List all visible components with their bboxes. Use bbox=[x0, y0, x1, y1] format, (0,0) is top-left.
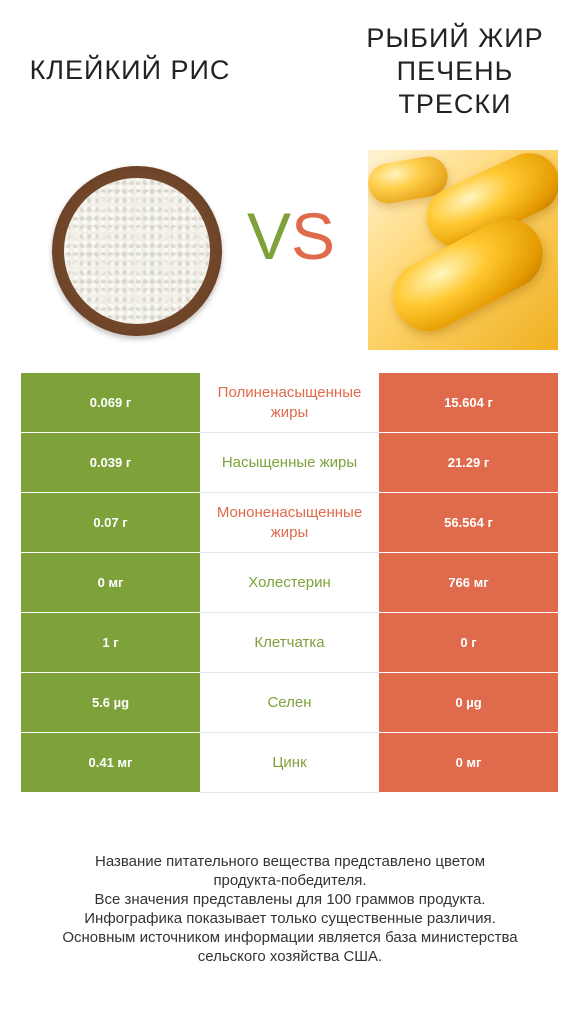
table-row: 0.039 г Насыщенные жиры 21.29 г bbox=[21, 433, 558, 493]
left-value: 0 мг bbox=[21, 553, 200, 612]
nutrient-name: Клетчатка bbox=[254, 633, 325, 651]
right-product-title: РЫБИЙ ЖИР ПЕЧЕНЬ ТРЕСКИ bbox=[366, 23, 544, 119]
nutrient-name: Насыщенные жиры bbox=[221, 453, 358, 471]
sticky-rice-image bbox=[52, 166, 222, 336]
table-row: 0 мг Холестерин 766 мг bbox=[21, 553, 558, 613]
comparison-table: 0.069 г Полиненасыщенные жиры 15.604 г 0… bbox=[21, 373, 558, 793]
left-value: 1 г bbox=[21, 613, 200, 672]
footer-line: Название питательного вещества представл… bbox=[94, 853, 486, 870]
nutrient-name: Цинк bbox=[272, 753, 307, 771]
table-row: 0.07 г Мононенасыщенные жиры 56.564 г bbox=[21, 493, 558, 553]
left-value: 0.069 г bbox=[21, 373, 200, 432]
left-value: 0.41 мг bbox=[21, 733, 200, 792]
right-value: 0 µg bbox=[379, 673, 558, 732]
vs-s: S bbox=[291, 199, 336, 273]
right-value: 766 мг bbox=[379, 553, 558, 612]
table-row: 0.41 мг Цинк 0 мг bbox=[21, 733, 558, 793]
right-value: 0 мг bbox=[379, 733, 558, 792]
footer-note: Название питательного вещества представл… bbox=[0, 852, 580, 966]
table-row: 0.069 г Полиненасыщенные жиры 15.604 г bbox=[21, 373, 558, 433]
vs-label: VS bbox=[226, 196, 356, 276]
footer-line: продукта-победителя. bbox=[213, 872, 367, 889]
footer-line: Все значения представлены для 100 граммо… bbox=[94, 891, 486, 908]
table-row: 1 г Клетчатка 0 г bbox=[21, 613, 558, 673]
right-value: 56.564 г bbox=[379, 493, 558, 552]
footer-line: Основным источником информации является … bbox=[62, 929, 518, 946]
footer-line: Инфографика показывает только существенн… bbox=[84, 910, 496, 927]
cod-liver-oil-image bbox=[368, 150, 558, 350]
rice-grains bbox=[64, 178, 210, 324]
footer-line: сельского хозяйства США. bbox=[197, 948, 383, 965]
table-row: 5.6 µg Селен 0 µg bbox=[21, 673, 558, 733]
left-product-title: КЛЕЙКИЙ РИС bbox=[29, 55, 231, 85]
vs-v: V bbox=[246, 199, 291, 273]
left-value: 0.039 г bbox=[21, 433, 200, 492]
nutrient-name: Полиненасыщенные жиры bbox=[217, 383, 362, 421]
left-value: 5.6 µg bbox=[21, 673, 200, 732]
right-value: 15.604 г bbox=[379, 373, 558, 432]
nutrient-name: Мононенасыщенные жиры bbox=[216, 503, 363, 541]
nutrient-name: Холестерин bbox=[248, 573, 331, 591]
right-value: 0 г bbox=[379, 613, 558, 672]
left-value: 0.07 г bbox=[21, 493, 200, 552]
right-value: 21.29 г bbox=[379, 433, 558, 492]
nutrient-name: Селен bbox=[267, 693, 312, 711]
